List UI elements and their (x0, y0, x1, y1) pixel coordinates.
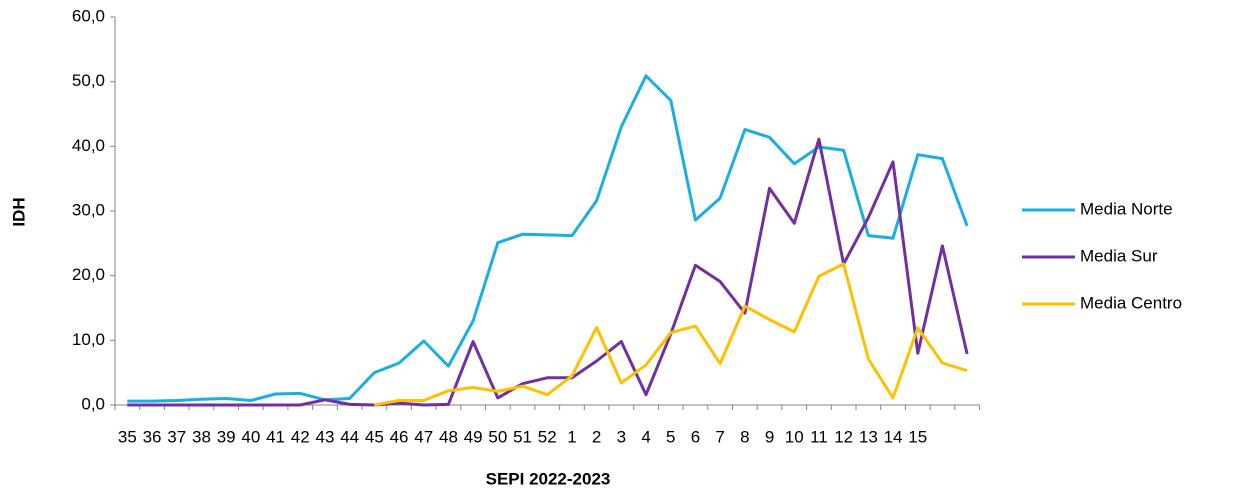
x-tick-label: 1 (567, 427, 576, 446)
x-tick-label: 10 (785, 427, 804, 446)
x-tick-label: 3 (617, 427, 626, 446)
x-tick-label: 44 (340, 427, 359, 446)
x-tick-label: 7 (715, 427, 724, 446)
x-tick-label: 11 (810, 427, 828, 446)
x-tick-label: 36 (143, 427, 162, 446)
x-tick-label: 42 (291, 427, 310, 446)
x-tick-label: 6 (691, 427, 700, 446)
legend-label: Media Centro (1080, 293, 1182, 312)
x-tick-label: 9 (765, 427, 774, 446)
y-tick-label: 60,0 (72, 6, 105, 25)
x-tick-label: 48 (439, 427, 458, 446)
x-tick-label: 5 (666, 427, 675, 446)
x-tick-label: 2 (592, 427, 601, 446)
x-tick-label: 45 (365, 427, 384, 446)
y-tick-label: 20,0 (72, 265, 105, 284)
x-tick-label: 40 (241, 427, 260, 446)
x-tick-label: 4 (641, 427, 650, 446)
x-tick-label: 8 (740, 427, 749, 446)
x-tick-label: 15 (908, 427, 927, 446)
legend-label: Media Sur (1080, 246, 1158, 265)
y-tick-label: 40,0 (72, 136, 105, 155)
x-tick-label: 37 (167, 427, 186, 446)
x-tick-label: 47 (414, 427, 433, 446)
series-line (127, 74, 969, 403)
x-tick-label: 14 (884, 427, 903, 446)
x-tick-label: 41 (266, 427, 285, 446)
y-tick-label: 30,0 (72, 200, 105, 219)
y-tick-label: 10,0 (72, 330, 105, 349)
x-tick-label: 38 (192, 427, 211, 446)
y-tick-label: 50,0 (72, 71, 105, 90)
x-tick-label: 46 (390, 427, 409, 446)
series-line (127, 137, 969, 407)
series-line (374, 262, 968, 407)
y-axis-title: IDH (9, 197, 28, 226)
x-tick-label: 49 (464, 427, 483, 446)
x-tick-label: 35 (118, 427, 137, 446)
x-tick-label: 12 (834, 427, 853, 446)
x-tick-label: 43 (315, 427, 334, 446)
x-tick-label: 51 (513, 427, 532, 446)
y-tick-label: 0,0 (81, 394, 105, 413)
x-axis-title: SEPI 2022-2023 (486, 469, 611, 488)
x-tick-label: 52 (538, 427, 557, 446)
legend-label: Media Norte (1080, 199, 1173, 218)
x-tick-label: 39 (217, 427, 236, 446)
x-tick-label: 50 (488, 427, 507, 446)
x-tick-label: 13 (859, 427, 878, 446)
